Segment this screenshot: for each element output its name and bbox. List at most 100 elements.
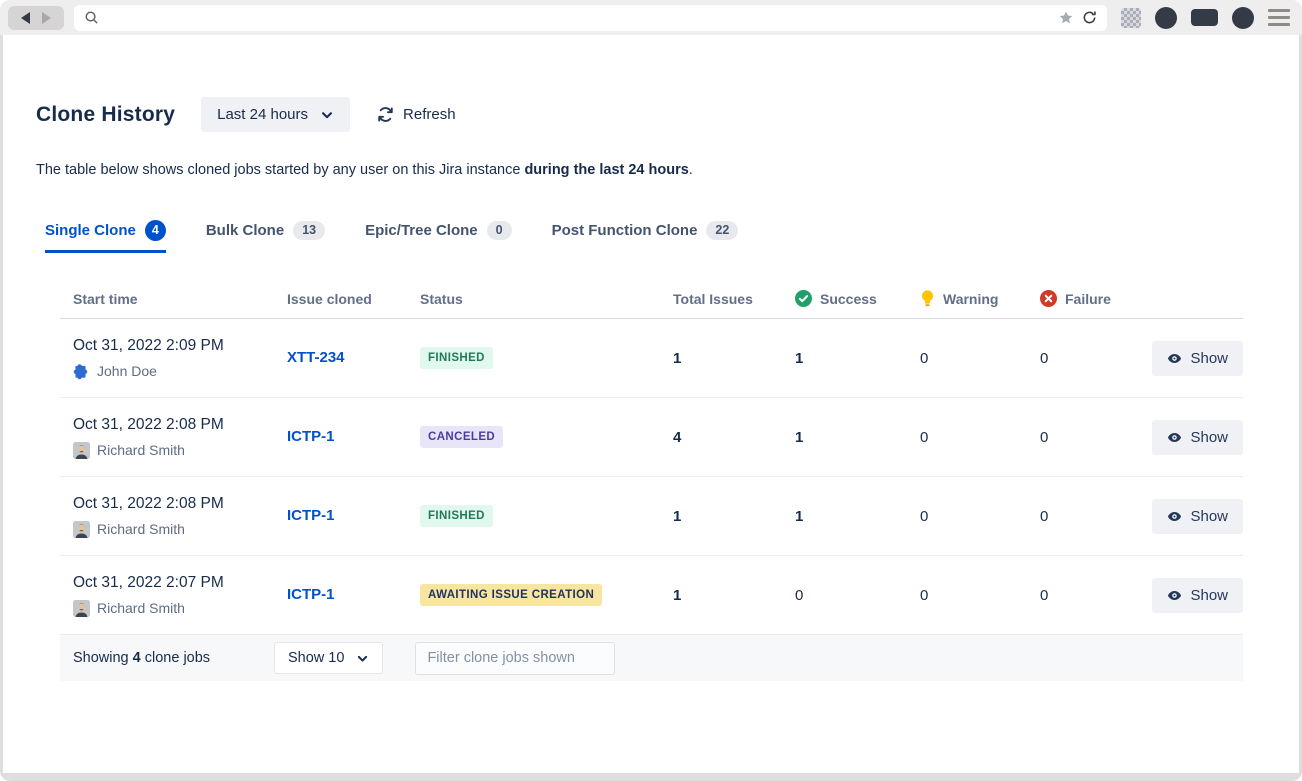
table-header: Start time Issue cloned Status Total Iss…	[60, 279, 1243, 319]
page-content: Clone History Last 24 hours Refresh The …	[3, 35, 1299, 773]
nav-buttons	[8, 5, 64, 30]
period-dropdown-label: Last 24 hours	[217, 106, 309, 123]
issue-link[interactable]: ICTP-1	[287, 507, 335, 524]
refresh-icon	[378, 107, 393, 122]
tab-count-badge: 4	[144, 220, 166, 241]
warning-value: 0	[920, 349, 929, 367]
page-size-dropdown[interactable]: Show 10	[274, 642, 384, 674]
issue-link[interactable]: ICTP-1	[287, 586, 335, 603]
reload-icon[interactable]	[1082, 10, 1097, 25]
table-footer: Showing 4 clone jobs Show 10	[60, 635, 1243, 681]
avatar	[73, 441, 90, 459]
show-button[interactable]: Show	[1152, 577, 1243, 613]
issue-link[interactable]: ICTP-1	[287, 428, 335, 445]
filter-input[interactable]	[415, 641, 616, 675]
extension-icon[interactable]	[1121, 7, 1141, 28]
column-total-issues: Total Issues	[673, 290, 753, 307]
user-name: Richard Smith	[97, 600, 185, 616]
total-issues-value: 1	[673, 507, 682, 525]
show-button[interactable]: Show	[1152, 498, 1243, 534]
avatar	[73, 520, 90, 538]
user-name: Richard Smith	[97, 442, 185, 458]
column-success: Success	[795, 290, 920, 307]
tab-bulk-clone[interactable]: Bulk Clone 13	[205, 220, 326, 253]
search-icon	[84, 10, 99, 25]
success-icon	[795, 290, 812, 307]
tab-epic-tree-clone[interactable]: Epic/Tree Clone 0	[365, 220, 512, 253]
tab-bar: Single Clone 4 Bulk Clone 13 Epic/Tree C…	[45, 220, 1266, 253]
eye-icon	[1168, 511, 1182, 521]
table-row: Oct 31, 2022 2:07 PM Richard Smith ICTP-…	[60, 556, 1243, 635]
avatar	[73, 599, 90, 617]
status-badge: FINISHED	[420, 347, 493, 369]
issue-link[interactable]: XTT-234	[287, 349, 345, 366]
forward-icon[interactable]	[42, 11, 51, 24]
eye-icon	[1168, 432, 1182, 442]
warning-value: 0	[920, 428, 929, 446]
address-bar[interactable]	[74, 4, 1107, 31]
page-size-label: Show 10	[288, 650, 345, 666]
extension-icon[interactable]	[1191, 9, 1218, 26]
bookmark-star-icon[interactable]	[1058, 10, 1074, 26]
tab-single-clone[interactable]: Single Clone 4	[45, 220, 166, 253]
column-failure: Failure	[1040, 290, 1148, 307]
column-start-time: Start time	[73, 290, 138, 307]
success-value: 1	[795, 428, 804, 446]
failure-value: 0	[1040, 586, 1049, 604]
failure-value: 0	[1040, 507, 1049, 525]
menu-icon[interactable]	[1268, 9, 1290, 26]
tab-label: Epic/Tree Clone	[365, 222, 478, 239]
tab-label: Post Function Clone	[551, 222, 698, 239]
start-time: Oct 31, 2022 2:07 PM	[73, 573, 224, 591]
refresh-label: Refresh	[403, 106, 456, 123]
refresh-button[interactable]: Refresh	[376, 105, 456, 124]
column-status: Status	[420, 290, 463, 307]
start-time: Oct 31, 2022 2:09 PM	[73, 336, 224, 354]
column-issue-cloned: Issue cloned	[287, 290, 372, 307]
tab-count-badge: 0	[486, 221, 512, 240]
failure-value: 0	[1040, 428, 1049, 446]
back-icon[interactable]	[21, 11, 30, 24]
show-button[interactable]: Show	[1152, 340, 1243, 376]
user-name: John Doe	[97, 363, 157, 379]
show-button[interactable]: Show	[1152, 419, 1243, 455]
eye-icon	[1168, 353, 1182, 363]
status-badge: AWAITING ISSUE CREATION	[420, 584, 603, 606]
tab-count-badge: 22	[706, 221, 739, 240]
tab-post-function-clone[interactable]: Post Function Clone 22	[552, 220, 739, 253]
tab-label: Single Clone	[45, 222, 136, 239]
failure-value: 0	[1040, 349, 1049, 367]
user-name: Richard Smith	[97, 521, 185, 537]
extension-icons	[1117, 6, 1290, 29]
page-header: Clone History Last 24 hours Refresh	[36, 97, 1266, 132]
eye-icon	[1168, 590, 1182, 600]
status-badge: CANCELED	[420, 426, 504, 448]
profile-icon[interactable]	[1232, 6, 1254, 29]
total-issues-value: 1	[673, 586, 682, 604]
period-dropdown[interactable]: Last 24 hours	[201, 97, 351, 132]
extension-icon[interactable]	[1155, 6, 1177, 29]
success-value: 1	[795, 507, 804, 525]
total-issues-value: 4	[673, 428, 682, 446]
success-value: 0	[795, 586, 804, 604]
tab-label: Bulk Clone	[205, 222, 285, 239]
chevron-down-icon	[322, 111, 333, 118]
table-row: Oct 31, 2022 2:08 PM Richard Smith ICTP-…	[60, 477, 1243, 556]
column-warning: Warning	[920, 290, 1040, 307]
warning-bulb-icon	[921, 290, 934, 307]
warning-value: 0	[920, 586, 929, 604]
page-description: The table below shows cloned jobs starte…	[36, 162, 693, 178]
chevron-down-icon	[358, 655, 368, 662]
clone-jobs-table: Start time Issue cloned Status Total Iss…	[60, 279, 1243, 681]
total-issues-value: 1	[673, 349, 682, 367]
table-row: Oct 31, 2022 2:08 PM Richard Smith ICTP-…	[60, 398, 1243, 477]
page-title: Clone History	[36, 102, 176, 126]
success-value: 1	[795, 349, 804, 367]
avatar	[73, 363, 88, 379]
tab-count-badge: 13	[293, 221, 326, 240]
failure-icon	[1040, 290, 1057, 307]
showing-count-text: Showing 4 clone jobs	[73, 650, 211, 666]
warning-value: 0	[920, 507, 929, 525]
table-row: Oct 31, 2022 2:09 PM John Doe XTT-234 FI…	[60, 319, 1243, 398]
